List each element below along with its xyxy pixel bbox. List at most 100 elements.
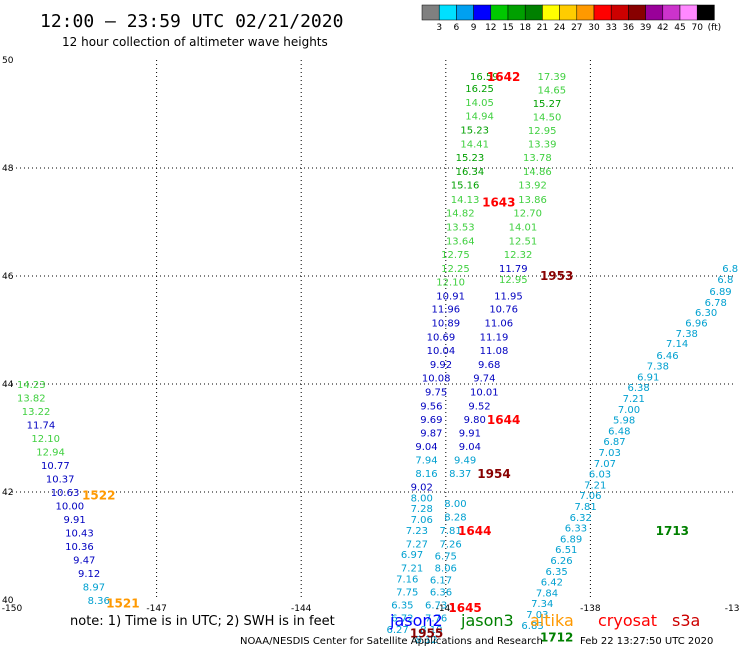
colorbar-label: 45 [674,23,685,33]
swh-value-label: 14.94 [465,112,494,123]
swh-value-label: 8.18 [420,625,442,636]
chart-subtitle: 12 hour collection of altimeter wave hei… [62,35,328,49]
colorbar-swatch [490,4,509,21]
swh-value-label: 9.47 [73,556,95,567]
swh-value-label: 10.91 [436,291,465,302]
y-tick-label: 46 [2,272,14,282]
swh-value-label: 6.48 [608,426,630,437]
swh-value-label: 13.86 [518,195,547,206]
swh-value-label: 15.23 [456,153,485,164]
colorbar-label: 39 [640,23,652,33]
swh-value-label: 6.73 [425,600,447,611]
colorbar-swatch [507,4,526,21]
swh-value-label: 6.97 [401,550,423,561]
swh-value-label: 9.04 [459,442,481,453]
swh-value-label: 10.00 [56,502,85,513]
swh-value-label: 9.04 [415,442,437,453]
swh-value-label: 6.33 [565,524,587,535]
swh-value-label: 8.06 [435,564,457,575]
chart-title: 12:00 – 23:59 UTC 02/21/2020 [40,11,343,32]
colorbar-label: 33 [605,23,616,33]
swh-value-label: 14.41 [460,140,489,151]
swh-value-label: 6.26 [550,556,572,567]
swh-value-label: 7.81 [574,502,596,513]
x-tick-label: -141 [436,604,456,614]
colorbar-swatch [473,4,492,21]
swh-value-label: 7.76 [425,613,447,624]
pass-time-label: 1645 [448,601,481,615]
swh-value-label: 10.08 [422,374,451,385]
swh-value-label: 9.91 [64,515,86,526]
swh-value-label: 9.56 [420,402,442,413]
y-tick-label: 40 [2,596,14,606]
x-tick-label: -135 [725,604,740,614]
colorbar-label: 3 [436,23,442,33]
swh-value-label: 15.27 [533,99,562,110]
swh-value-label: 9.92 [430,360,452,371]
swh-value-label: 7.38 [676,329,698,340]
swh-value-label: 6.8 [722,264,738,275]
swh-value-label: 14.65 [538,86,567,97]
y-tick-label: 48 [2,164,14,174]
swh-value-label: 6.36 [430,587,452,598]
y-tick-label: 42 [2,488,13,498]
colorbar-swatch [438,4,457,21]
swh-value-label: 6.35 [546,567,568,578]
swh-value-label: 14.86 [523,167,552,178]
pass-time-label: 1642 [487,70,520,84]
colorbar-label: 12 [485,23,496,33]
colorbar-legend: 3 6 9 12 15 18 21 24 27 30 33 36 39 42 45 70 (ft) [421,4,721,33]
swh-value-label: 14.82 [446,208,475,219]
swh-value-label: 12.32 [504,250,533,261]
swh-value-label: 15.23 [460,126,489,137]
swh-value-label: 6.83 [521,621,543,632]
swh-value-label: 14.23 [17,380,46,391]
colorbar-label: 70 [691,23,703,33]
timestamp-text: Feb 22 13:27:50 UTC 2020 [580,636,713,647]
swh-value-label: 12.51 [509,236,538,247]
swh-value-label: 10.76 [489,304,518,315]
map-grid [12,60,735,600]
pass-time-label: 1953 [540,269,573,283]
pass-time-label: 1644 [487,413,520,427]
swh-value-label: 10.69 [427,332,456,343]
colorbar-swatch [645,4,664,21]
swh-value-label: 9.75 [425,388,447,399]
swh-value-label: 8.37 [449,469,471,480]
swh-value-label: 7.38 [647,362,669,373]
swh-value-label: 14.13 [451,195,480,206]
swh-value-label: 10.36 [65,542,94,553]
colorbar-label: 24 [554,23,566,33]
swh-value-label: 11.08 [480,346,509,357]
swh-value-label: 12.10 [436,277,465,288]
swh-value-label: 6.75 [435,552,457,563]
swh-value-label: 15.16 [451,181,480,192]
swh-value-label: 14.05 [465,98,494,109]
colorbar-swatch [662,4,681,21]
swh-value-label: 11.79 [499,264,528,275]
swh-value-label: 16.25 [465,84,494,95]
swh-value-label: 11.96 [431,304,460,315]
swh-value-label: 6.51 [555,545,577,556]
pass-time-label: 1522 [82,489,115,503]
colorbar-swatch [576,4,595,21]
swh-value-label: 11.95 [494,291,523,302]
y-tick-label: 50 [2,56,14,66]
colorbar-label: 36 [623,23,635,33]
pass-time-label: 1954 [477,467,510,481]
swh-value-label: 6.35 [391,600,413,611]
colorbar-swatch [610,4,629,21]
swh-value-label: 7.27 [406,539,428,550]
swh-value-label: 8.16 [415,469,437,480]
swh-value-label: 6.8 [717,275,733,286]
pass-time-labels: 1642 1643 1953 1644 1954 1644 1713 1645 1955 1712… [82,70,689,645]
pass-time-label: 1521 [106,597,139,611]
swh-value-label: 9.91 [459,429,481,440]
colorbar-label: 21 [537,23,548,33]
pass-time-label: 1643 [482,195,515,209]
swh-value-label: 8.97 [83,583,105,594]
satellite-legend-jason3: jason3 [460,611,514,630]
swh-value-label: 6.27 [386,625,408,636]
colorbar-swatch [542,4,560,21]
